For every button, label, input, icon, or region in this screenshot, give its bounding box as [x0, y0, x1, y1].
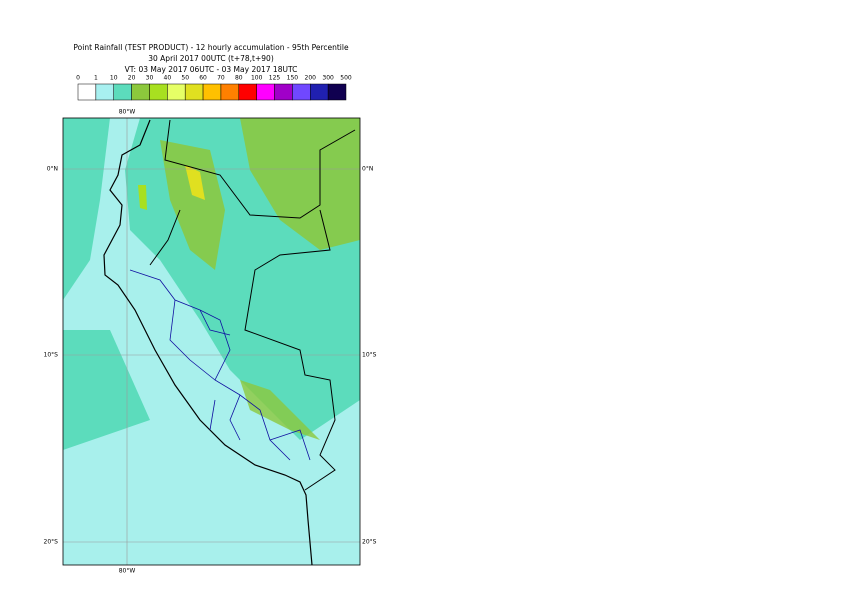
legend-swatch [167, 83, 186, 101]
legend-label: 10 [110, 75, 118, 82]
legend: 0 1 10 20 30 40 50 60 70 80 100 125 150 200 300 500 [76, 75, 352, 101]
coastline [103, 119, 313, 565]
legend-swatch [327, 83, 347, 101]
legend-label: 70 [217, 75, 225, 82]
title: Point Rainfall (TEST PRODUCT) - 12 hourl… [73, 43, 349, 52]
lon-label: 80°W [119, 109, 136, 116]
lat-label: 0°N [362, 166, 373, 173]
legend-label: 300 [322, 75, 334, 82]
lon-label: 80°W [119, 568, 136, 575]
legend-label: 50 [181, 75, 189, 82]
rain-area [160, 140, 225, 270]
legend-swatch [77, 83, 97, 101]
legend-label: 100 [251, 75, 263, 82]
legend-label: 125 [269, 75, 281, 82]
legend-label: 500 [340, 75, 352, 82]
legend-label: 80 [235, 75, 243, 82]
lat-label: 10°S [44, 352, 59, 359]
legend-swatch [292, 83, 311, 101]
legend-label: 0 [76, 75, 80, 82]
legend-label: 1 [94, 75, 98, 82]
legend-swatch [310, 83, 329, 101]
validity-time: VT: 03 May 2017 06UTC - 03 May 2017 18UT… [125, 65, 298, 74]
legend-swatch [113, 83, 132, 101]
lat-label: 0°N [47, 166, 58, 173]
legend-label: 150 [287, 75, 299, 82]
legend-label: 60 [199, 75, 207, 82]
legend-swatch [95, 83, 114, 101]
rain-area [138, 185, 147, 210]
legend-swatch [131, 83, 150, 101]
rain-area [63, 118, 110, 300]
legend-swatch [149, 83, 168, 101]
border [149, 119, 356, 491]
legend-swatch [256, 83, 275, 101]
rain-area [185, 165, 205, 200]
legend-swatch [238, 83, 257, 101]
lat-label: 10°S [362, 352, 377, 359]
rain-area [63, 330, 150, 450]
legend-swatch [184, 83, 204, 101]
run-time: 30 April 2017 00UTC (t+78,t+90) [148, 54, 274, 63]
lat-labels: 0°N 0°N 10°S 10°S 20°S 20°S [44, 166, 377, 546]
legend-label: 40 [164, 75, 172, 82]
legend-swatch [202, 83, 222, 101]
rain-area [240, 380, 320, 440]
legend-label: 200 [305, 75, 317, 82]
legend-swatch [274, 83, 293, 101]
lat-label: 20°S [44, 539, 59, 546]
map-frame [62, 117, 361, 566]
lat-label: 20°S [362, 539, 377, 546]
legend-label: 30 [146, 75, 154, 82]
rain-area [240, 118, 360, 250]
region-border [129, 269, 311, 461]
map: 80°W 80°W 0°N 0°N 10°S 10°S 20°S 20°S [44, 109, 377, 575]
legend-swatch [220, 83, 240, 101]
legend-label: 20 [128, 75, 136, 82]
